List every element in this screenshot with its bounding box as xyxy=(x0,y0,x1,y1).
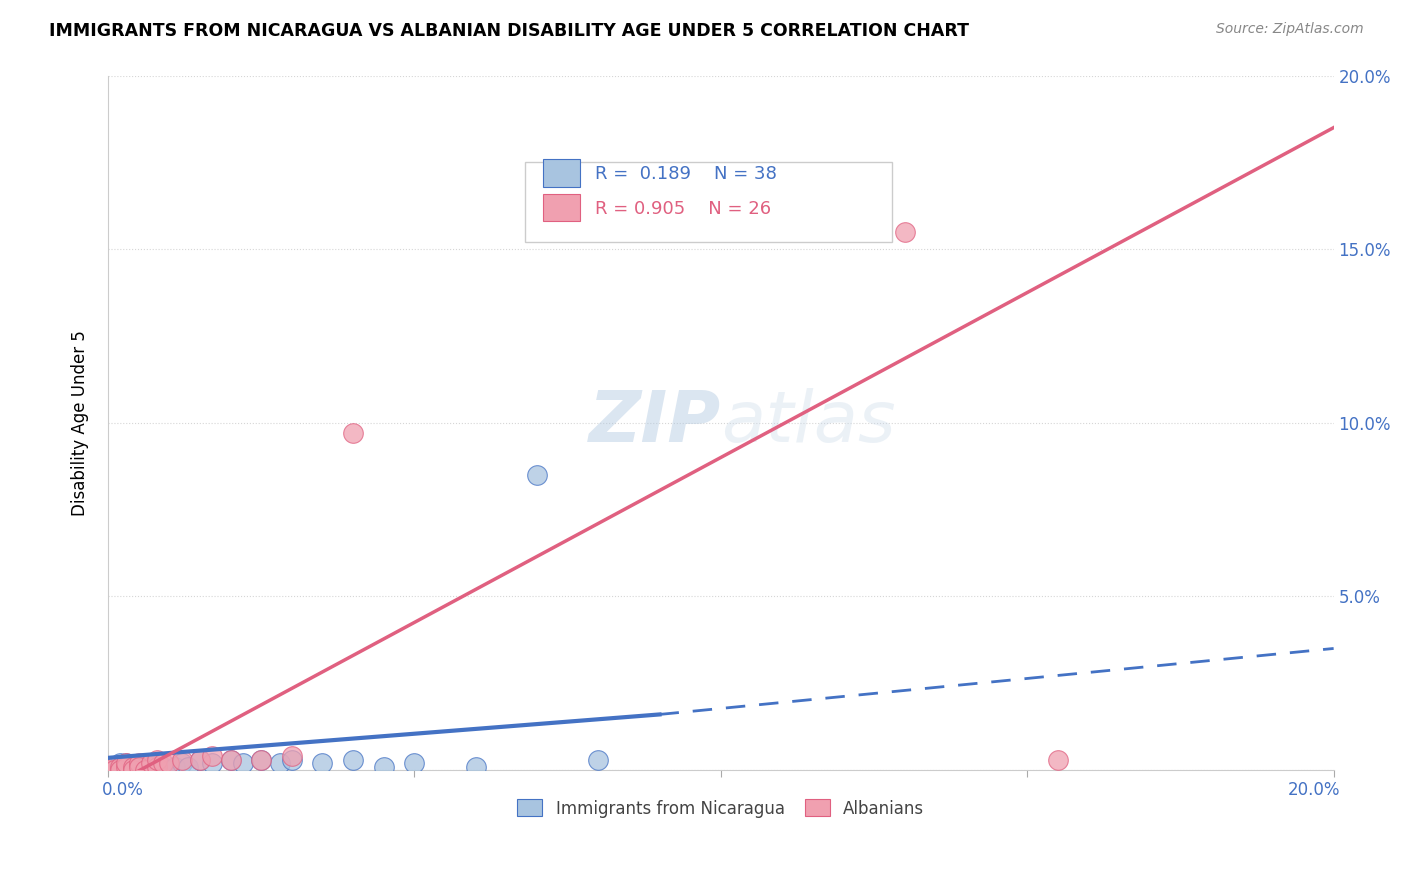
Point xyxy=(134,763,156,777)
Point xyxy=(201,749,224,764)
Point xyxy=(103,763,125,777)
Point xyxy=(121,763,143,777)
Point xyxy=(134,759,156,773)
Point xyxy=(103,759,125,773)
Point xyxy=(97,763,120,777)
Point xyxy=(110,756,132,770)
Point xyxy=(201,756,224,770)
Point xyxy=(188,753,211,767)
Point xyxy=(134,763,156,777)
Text: R = 0.905    N = 26: R = 0.905 N = 26 xyxy=(595,200,770,218)
Point xyxy=(586,753,609,767)
Point xyxy=(139,756,162,770)
Point xyxy=(188,753,211,767)
Point xyxy=(139,759,162,773)
Text: 0.0%: 0.0% xyxy=(101,781,143,799)
FancyBboxPatch shape xyxy=(524,162,893,243)
Point xyxy=(404,756,426,770)
Point xyxy=(893,225,915,239)
Point xyxy=(128,756,150,770)
Point xyxy=(281,749,304,764)
Point xyxy=(121,763,143,777)
Point xyxy=(152,756,174,770)
Point xyxy=(128,759,150,773)
Point xyxy=(110,759,132,773)
Point xyxy=(97,763,120,777)
Point xyxy=(269,756,291,770)
Point xyxy=(121,759,143,773)
Point xyxy=(110,763,132,777)
Point xyxy=(342,426,364,441)
Point xyxy=(152,759,174,773)
Bar xyxy=(543,159,579,186)
Point xyxy=(157,756,180,770)
Point xyxy=(373,759,395,773)
Point xyxy=(157,763,180,777)
Point xyxy=(110,759,132,773)
Point xyxy=(103,759,125,773)
Point xyxy=(146,759,169,773)
Point xyxy=(103,763,125,777)
Point xyxy=(232,756,254,770)
Point xyxy=(139,756,162,770)
Y-axis label: Disability Age Under 5: Disability Age Under 5 xyxy=(72,330,89,516)
Point xyxy=(250,753,273,767)
Point xyxy=(115,756,138,770)
Text: IMMIGRANTS FROM NICARAGUA VS ALBANIAN DISABILITY AGE UNDER 5 CORRELATION CHART: IMMIGRANTS FROM NICARAGUA VS ALBANIAN DI… xyxy=(49,22,969,40)
Point xyxy=(170,753,193,767)
Text: R =  0.189    N = 38: R = 0.189 N = 38 xyxy=(595,165,776,183)
Bar xyxy=(543,194,579,221)
Point xyxy=(115,763,138,777)
Point xyxy=(110,763,132,777)
Point xyxy=(281,753,304,767)
Point xyxy=(115,759,138,773)
Point xyxy=(176,759,198,773)
Text: atlas: atlas xyxy=(721,388,896,458)
Point xyxy=(115,756,138,770)
Point xyxy=(146,759,169,773)
Point xyxy=(219,753,242,767)
Point xyxy=(128,763,150,777)
Point xyxy=(1046,753,1069,767)
Point xyxy=(146,763,169,777)
Text: Source: ZipAtlas.com: Source: ZipAtlas.com xyxy=(1216,22,1364,37)
Legend: Immigrants from Nicaragua, Albanians: Immigrants from Nicaragua, Albanians xyxy=(510,793,931,824)
Point xyxy=(464,759,486,773)
Text: 20.0%: 20.0% xyxy=(1288,781,1340,799)
Point xyxy=(311,756,333,770)
Point xyxy=(115,759,138,773)
Point xyxy=(146,753,169,767)
Point xyxy=(219,753,242,767)
Point xyxy=(250,753,273,767)
Point xyxy=(342,753,364,767)
Point xyxy=(121,759,143,773)
Point xyxy=(526,467,548,482)
Text: ZIP: ZIP xyxy=(589,388,721,458)
Point xyxy=(170,756,193,770)
Point xyxy=(165,759,187,773)
Point xyxy=(128,759,150,773)
